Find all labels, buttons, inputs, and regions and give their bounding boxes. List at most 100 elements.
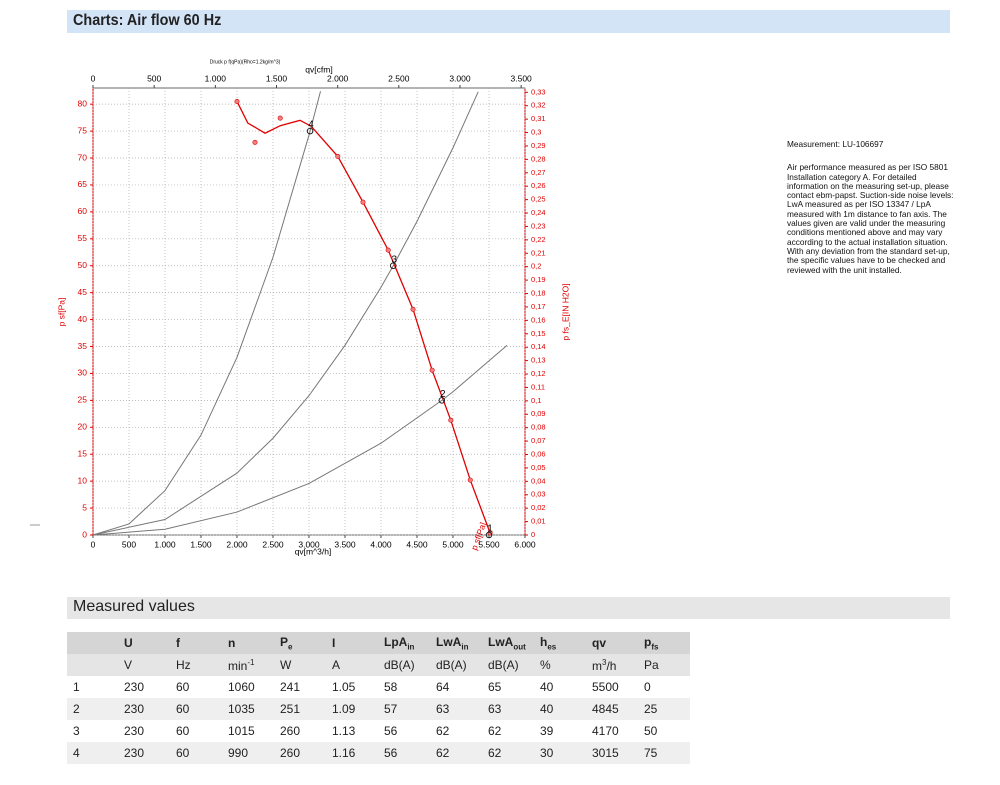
cell-text: I xyxy=(332,636,336,650)
cell: 62 xyxy=(482,742,534,764)
y2-tick-label: 0,23 xyxy=(531,221,546,230)
cell: 40 xyxy=(534,698,586,720)
cell: 65 xyxy=(482,676,534,698)
cell-tail: /h xyxy=(606,658,617,673)
cell-text: A xyxy=(332,658,341,672)
cell-text: P xyxy=(280,634,289,649)
operating-point-label: 2 xyxy=(440,389,446,400)
cell: 62 xyxy=(482,720,534,742)
measured-point xyxy=(467,477,473,483)
data-row: 4 230 60 990 260 1.16 56 62 62 30 3015 75 xyxy=(67,742,690,764)
operating-point-label: 4 xyxy=(308,120,314,131)
curve xyxy=(236,101,491,534)
cell: 25 xyxy=(638,698,690,720)
data-row: 2 230 60 1035 251 1.09 57 63 63 40 4845 25 xyxy=(67,698,690,720)
cell: 1 xyxy=(67,676,118,698)
measured-point xyxy=(448,417,454,423)
cell-sub: in xyxy=(461,642,469,652)
cell-text: m xyxy=(592,658,602,673)
y-tick-label: 70 xyxy=(78,152,88,162)
cell: hes xyxy=(534,632,586,654)
measured-point xyxy=(360,199,366,205)
y-tick-label: 55 xyxy=(78,233,88,243)
y-tick-label: 10 xyxy=(78,475,88,485)
measurement: Measurement: LU-106697 xyxy=(787,139,884,149)
x-tick-label: 2.500 xyxy=(262,539,284,549)
y2-tick-label: 0,14 xyxy=(531,342,546,351)
y2-tick-label: 0,1 xyxy=(531,396,541,405)
y2-tick-label: 0 xyxy=(531,530,535,539)
y-tick-label: 60 xyxy=(78,206,88,216)
y2-tick-label: 0,21 xyxy=(531,248,546,257)
cell: 1.09 xyxy=(326,698,378,720)
x-tick-label: 500 xyxy=(122,539,136,549)
y2-tick-label: 0,26 xyxy=(531,181,546,190)
y2-tick-label: 0,06 xyxy=(531,449,546,458)
cell: 62 xyxy=(430,720,482,742)
y2-tick-label: 0,25 xyxy=(531,195,546,204)
cell-sup: 3 xyxy=(602,657,607,667)
operating-point-label: 3 xyxy=(391,254,397,265)
cell: 260 xyxy=(274,742,326,764)
cell: % xyxy=(534,654,586,676)
measured-point xyxy=(429,367,435,373)
y2-tick-label: 0,31 xyxy=(531,114,546,123)
cell: 260 xyxy=(274,720,326,742)
data-row: 3 230 60 1015 260 1.13 56 62 62 39 4170 50 xyxy=(67,720,690,742)
header-title: Charts: Air flow 60 Hz xyxy=(73,12,222,29)
measured-point xyxy=(234,98,240,104)
x-tick-label: 1.500 xyxy=(190,539,212,549)
cell: U xyxy=(118,632,170,654)
section-title: Measured values xyxy=(73,598,195,615)
cell: 60 xyxy=(170,676,222,698)
x2-tick-label: 2.500 xyxy=(388,73,410,83)
y-tick-label: 25 xyxy=(78,395,88,405)
cell-text: dB(A) xyxy=(384,658,415,672)
cell: 1.13 xyxy=(326,720,378,742)
cell: A xyxy=(326,654,378,676)
cell-sub: fs xyxy=(651,642,659,652)
cell: 63 xyxy=(482,698,534,720)
y-tick-label: 75 xyxy=(78,125,88,135)
cell: 0 xyxy=(638,676,690,698)
y2-tick-label: 0,28 xyxy=(531,154,546,163)
cell: 39 xyxy=(534,720,586,742)
cell: 58 xyxy=(378,676,430,698)
operating-point xyxy=(389,262,397,269)
x-tick-label: 3.500 xyxy=(334,539,356,549)
cell: n xyxy=(222,632,274,654)
cell-text: % xyxy=(540,658,551,672)
section-bar: Measured values xyxy=(67,597,950,619)
y2-tick-label: 0,07 xyxy=(531,436,546,445)
x2-tick-label: 3.000 xyxy=(449,73,471,83)
header-bar: Charts: Air flow 60 Hz xyxy=(67,10,950,33)
cell: 30 xyxy=(534,742,586,764)
cell: 1.05 xyxy=(326,676,378,698)
cell: 230 xyxy=(118,742,170,764)
x-tick-label: 4.500 xyxy=(406,539,428,549)
cell-text: p xyxy=(644,634,652,649)
cell: W xyxy=(274,654,326,676)
measured-point xyxy=(385,247,391,253)
measured-point xyxy=(277,115,283,121)
measured-point xyxy=(252,139,258,145)
y-tick-label: 5 xyxy=(82,502,87,512)
cell-text: W xyxy=(280,658,292,672)
curve xyxy=(92,345,508,536)
x-tick-label: 5.500 xyxy=(478,539,500,549)
cell-text: min xyxy=(228,658,248,673)
cell: Hz xyxy=(170,654,222,676)
x-tick-label: 2.000 xyxy=(226,539,248,549)
y-tick-label: 35 xyxy=(78,341,88,351)
y2-tick-label: 0,17 xyxy=(531,302,546,311)
cell: pfs xyxy=(638,632,690,654)
cell: 4 xyxy=(67,742,118,764)
x2-tick-label: 1.500 xyxy=(266,73,288,83)
x-axis-label: qv[m^3/h] xyxy=(295,546,332,556)
y-tick-label: 30 xyxy=(78,368,88,378)
operating-point xyxy=(306,127,314,135)
cell: 40 xyxy=(534,676,586,698)
cell-text: h xyxy=(540,634,548,649)
cell: Pe xyxy=(274,632,326,654)
